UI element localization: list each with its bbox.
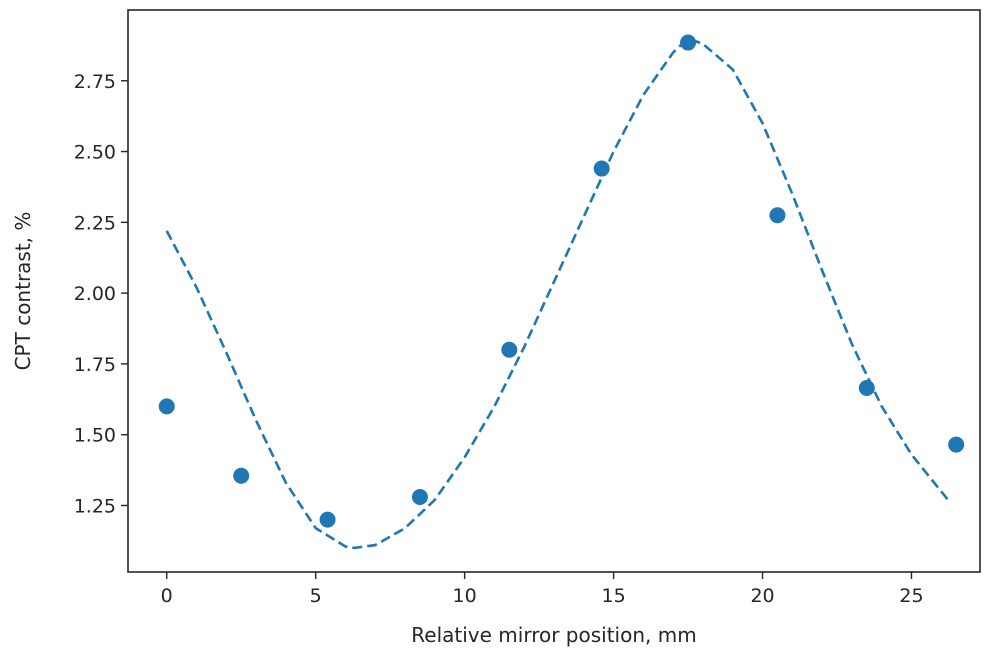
- data-point: [319, 511, 336, 528]
- x-tick-label: 0: [161, 585, 173, 607]
- x-tick-label: 5: [310, 585, 322, 607]
- y-axis: 1.25 1.50 1.75 2.00 2.25 2.50 2.75: [74, 71, 128, 517]
- x-tick-label: 10: [453, 585, 477, 607]
- data-point: [680, 34, 697, 51]
- x-tick-label: 15: [601, 585, 625, 607]
- x-axis-label: Relative mirror position, mm: [411, 623, 696, 647]
- data-point: [948, 436, 965, 453]
- x-tick-label: 25: [899, 585, 923, 607]
- y-tick-label: 2.50: [74, 142, 116, 164]
- y-tick-label: 1.75: [74, 354, 116, 376]
- x-axis: 0 5 10 15 20 25: [161, 572, 924, 607]
- data-point: [858, 379, 875, 396]
- y-tick-label: 2.25: [74, 212, 116, 234]
- data-point: [411, 488, 428, 505]
- data-point: [158, 398, 175, 415]
- data-point: [593, 160, 610, 177]
- y-axis-label: CPT contrast, %: [11, 212, 35, 371]
- data-point: [769, 207, 786, 224]
- axes-frame: [127, 9, 981, 573]
- y-tick-label: 2.75: [74, 71, 116, 93]
- y-tick-label: 1.50: [74, 425, 116, 447]
- y-tick-label: 2.00: [74, 283, 116, 305]
- data-point: [233, 467, 250, 484]
- data-point: [501, 341, 518, 358]
- y-tick-label: 1.25: [74, 495, 116, 517]
- plot-area: [158, 34, 965, 550]
- x-tick-label: 20: [750, 585, 774, 607]
- fit-curve-line: [165, 36, 952, 550]
